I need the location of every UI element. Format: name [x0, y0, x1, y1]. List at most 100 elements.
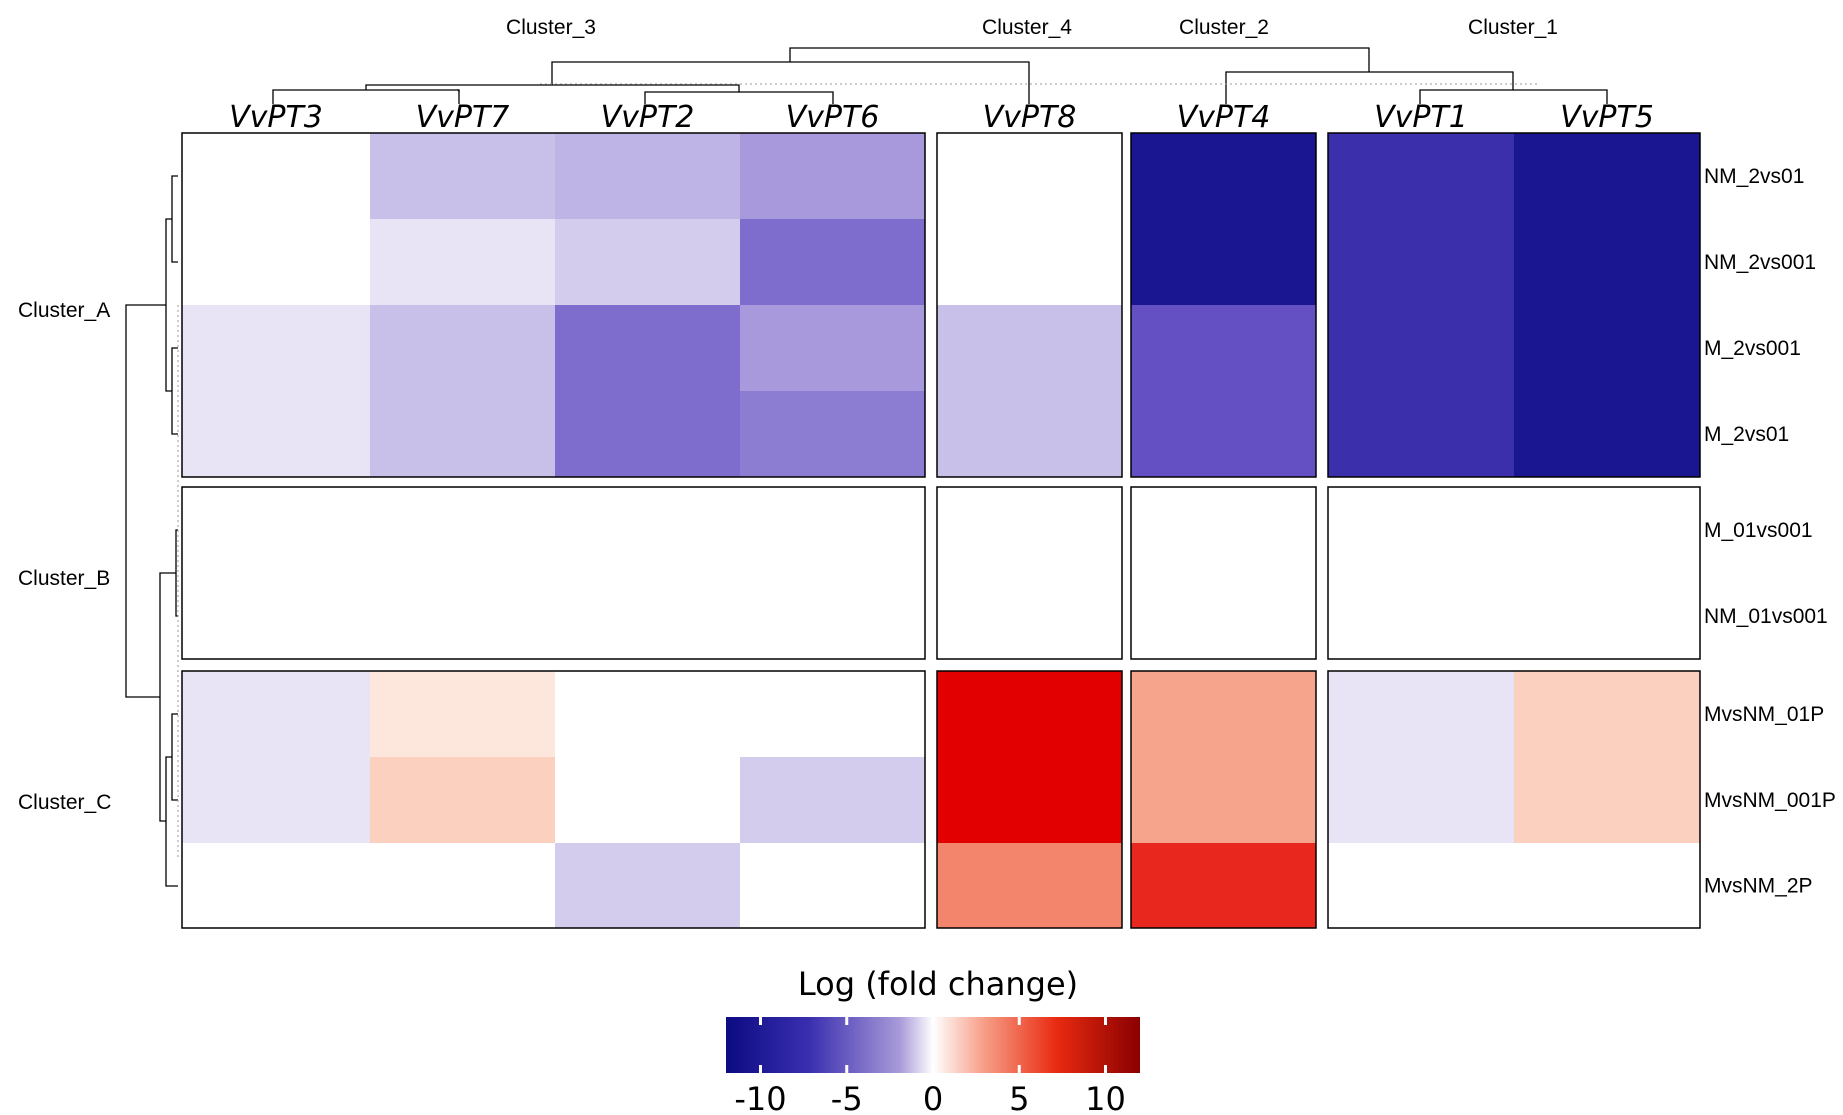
- row-dendrogram: [125, 175, 179, 887]
- heatmap-cell-mvsnm-001p-vvpt6: [740, 757, 926, 844]
- column-label-vvpt8: VvPT8: [983, 100, 1077, 135]
- column-cluster-label-cluster-2: Cluster_2: [1179, 16, 1269, 39]
- heatmap-cell-m-2vs001-vvpt1: [1328, 305, 1515, 392]
- legend-colorbar: [726, 1017, 1140, 1073]
- legend-tick-label-3: 5: [1009, 1080, 1029, 1115]
- column-cluster-label-cluster-1: Cluster_1: [1468, 16, 1558, 39]
- left-dendro-a-upper: [171, 175, 178, 263]
- column-label-vvpt3: VvPT3: [229, 100, 323, 135]
- heatmap-cell-m-2vs01-vvpt8: [937, 391, 1123, 478]
- heatmap-cell-m-01vs001-vvpt3: [182, 487, 371, 574]
- heatmap-cell-m-2vs01-vvpt4: [1131, 391, 1317, 478]
- block-frame-0-2: [1130, 132, 1317, 478]
- heatmap-cell-nm-01vs001-vvpt6: [740, 573, 926, 660]
- row-label-mvsnm-001p: MvsNM_001P: [1704, 789, 1836, 812]
- heatmap-cell-nm-2vs001-vvpt3: [182, 219, 371, 306]
- heatmap-cell-nm-2vs01-vvpt4: [1131, 133, 1317, 220]
- heatmap-cell-mvsnm-001p-vvpt2: [555, 757, 741, 844]
- block-frame-2-0: [181, 670, 926, 929]
- legend-tick-label-4: 10: [1085, 1080, 1126, 1115]
- heatmap-cell-mvsnm-01p-vvpt3: [182, 671, 371, 758]
- heatmap-cell-m-2vs01-vvpt1: [1328, 391, 1515, 478]
- heatmap-cell-mvsnm-2p-vvpt3: [182, 843, 371, 929]
- heatmap-cell-mvsnm-001p-vvpt8: [937, 757, 1123, 844]
- heatmap-cell-m-01vs001-vvpt8: [937, 487, 1123, 574]
- block-frame-2-3: [1327, 670, 1701, 929]
- column-cluster-labels: Cluster_3 Cluster_4 Cluster_2 Cluster_1: [506, 16, 1558, 39]
- heatmap-cell-mvsnm-001p-vvpt7: [370, 757, 556, 844]
- heatmap-cell-nm-2vs01-vvpt2: [555, 133, 741, 220]
- heatmap-cell-nm-2vs001-vvpt6: [740, 219, 926, 306]
- block-frame-2-1: [936, 670, 1123, 929]
- row-label-m-2vs01: M_2vs01: [1704, 423, 1789, 446]
- row-label-m-2vs001: M_2vs001: [1704, 337, 1801, 360]
- heatmap-cell-mvsnm-2p-vvpt8: [937, 843, 1123, 929]
- column-cluster-label-cluster-3: Cluster_3: [506, 16, 596, 39]
- column-dendrogram: [272, 47, 1608, 104]
- block-frame-2-2: [1130, 670, 1317, 929]
- heatmap-cell-m-2vs01-vvpt3: [182, 391, 371, 478]
- heatmap-cell-nm-2vs01-vvpt7: [370, 133, 556, 220]
- block-frame-0-0: [181, 132, 926, 478]
- heatmap-cell-mvsnm-01p-vvpt6: [740, 671, 926, 758]
- heatmap-cell-nm-2vs01-vvpt8: [937, 133, 1123, 220]
- heatmap-cell-nm-2vs001-vvpt1: [1328, 219, 1515, 306]
- heatmap-cell-nm-2vs01-vvpt5: [1514, 133, 1701, 220]
- color-legend: Log (fold change) -10 -5 0 5 10: [726, 965, 1140, 1115]
- block-frame-1-3: [1327, 486, 1701, 660]
- heatmap-cell-nm-2vs001-vvpt4: [1131, 219, 1317, 306]
- heatmap-cell-nm-2vs01-vvpt6: [740, 133, 926, 220]
- row-cluster-label-cluster-c: Cluster_C: [18, 791, 111, 814]
- top-dendro-root: [789, 47, 1370, 72]
- heatmap-cell-nm-01vs001-vvpt2: [555, 573, 741, 660]
- heatmap-cell-mvsnm-001p-vvpt1: [1328, 757, 1515, 844]
- heatmap-cell-m-2vs001-vvpt8: [937, 305, 1123, 392]
- left-dendro-root: [125, 304, 166, 698]
- heatmap-cell-m-2vs01-vvpt7: [370, 391, 556, 478]
- heatmap-cell-nm-2vs001-vvpt2: [555, 219, 741, 306]
- left-dendro-a: [165, 218, 172, 392]
- heatmap-cell-mvsnm-01p-vvpt2: [555, 671, 741, 758]
- heatmap-cell-nm-01vs001-vvpt5: [1514, 573, 1701, 660]
- heatmap-cell-mvsnm-01p-vvpt8: [937, 671, 1123, 758]
- heatmap-cell-nm-01vs001-vvpt8: [937, 573, 1123, 660]
- heatmap-cell-mvsnm-2p-vvpt5: [1514, 843, 1701, 929]
- left-dendro-a-lower: [171, 347, 178, 435]
- heatmap-cell-mvsnm-2p-vvpt7: [370, 843, 556, 929]
- column-label-vvpt2: VvPT2: [601, 100, 695, 135]
- heatmap-cell-nm-2vs001-vvpt8: [937, 219, 1123, 306]
- row-label-mvsnm-01p: MvsNM_01P: [1704, 703, 1824, 726]
- legend-title: Log (fold change): [798, 965, 1078, 1003]
- heatmap-cell-m-01vs001-vvpt5: [1514, 487, 1701, 574]
- heatmap-cell-m-01vs001-vvpt2: [555, 487, 741, 574]
- column-label-vvpt6: VvPT6: [786, 100, 880, 135]
- heatmap-cells: [182, 133, 1701, 929]
- column-label-vvpt4: VvPT4: [1177, 100, 1271, 135]
- row-label-nm-2vs001: NM_2vs001: [1704, 251, 1816, 274]
- heatmap-cell-mvsnm-01p-vvpt7: [370, 671, 556, 758]
- heatmap-cell-m-2vs01-vvpt5: [1514, 391, 1701, 478]
- heatmap-cell-mvsnm-001p-vvpt4: [1131, 757, 1317, 844]
- heatmap-cell-m-2vs01-vvpt6: [740, 391, 926, 478]
- left-dendro-b: [175, 529, 178, 617]
- column-label-vvpt7: VvPT7: [416, 100, 510, 135]
- block-frame-0-3: [1327, 132, 1701, 478]
- block-frame-1-1: [936, 486, 1123, 660]
- heatmap-cell-m-2vs001-vvpt2: [555, 305, 741, 392]
- heatmap-cell-m-2vs001-vvpt5: [1514, 305, 1701, 392]
- heatmap-cell-mvsnm-001p-vvpt3: [182, 757, 371, 844]
- top-dendro-cluster3-pt8: [551, 61, 1030, 104]
- left-dendro-c-upper: [171, 713, 178, 801]
- row-cluster-label-cluster-a: Cluster_A: [18, 299, 110, 322]
- legend-tick-label-1: -5: [831, 1080, 863, 1115]
- column-label-vvpt1: VvPT1: [1374, 100, 1468, 135]
- heatmap-cell-mvsnm-2p-vvpt4: [1131, 843, 1317, 929]
- heatmap-cell-m-01vs001-vvpt1: [1328, 487, 1515, 574]
- column-label-vvpt5: VvPT5: [1560, 100, 1654, 135]
- row-label-m-01vs001: M_01vs001: [1704, 519, 1813, 542]
- heatmap-cell-mvsnm-01p-vvpt5: [1514, 671, 1701, 758]
- legend-tick-label-2: 0: [923, 1080, 943, 1115]
- column-labels: VvPT3 VvPT7 VvPT2 VvPT6 VvPT8 VvPT4 VvPT1 VvPT5: [229, 100, 1654, 135]
- heatmap-cell-m-2vs01-vvpt2: [555, 391, 741, 478]
